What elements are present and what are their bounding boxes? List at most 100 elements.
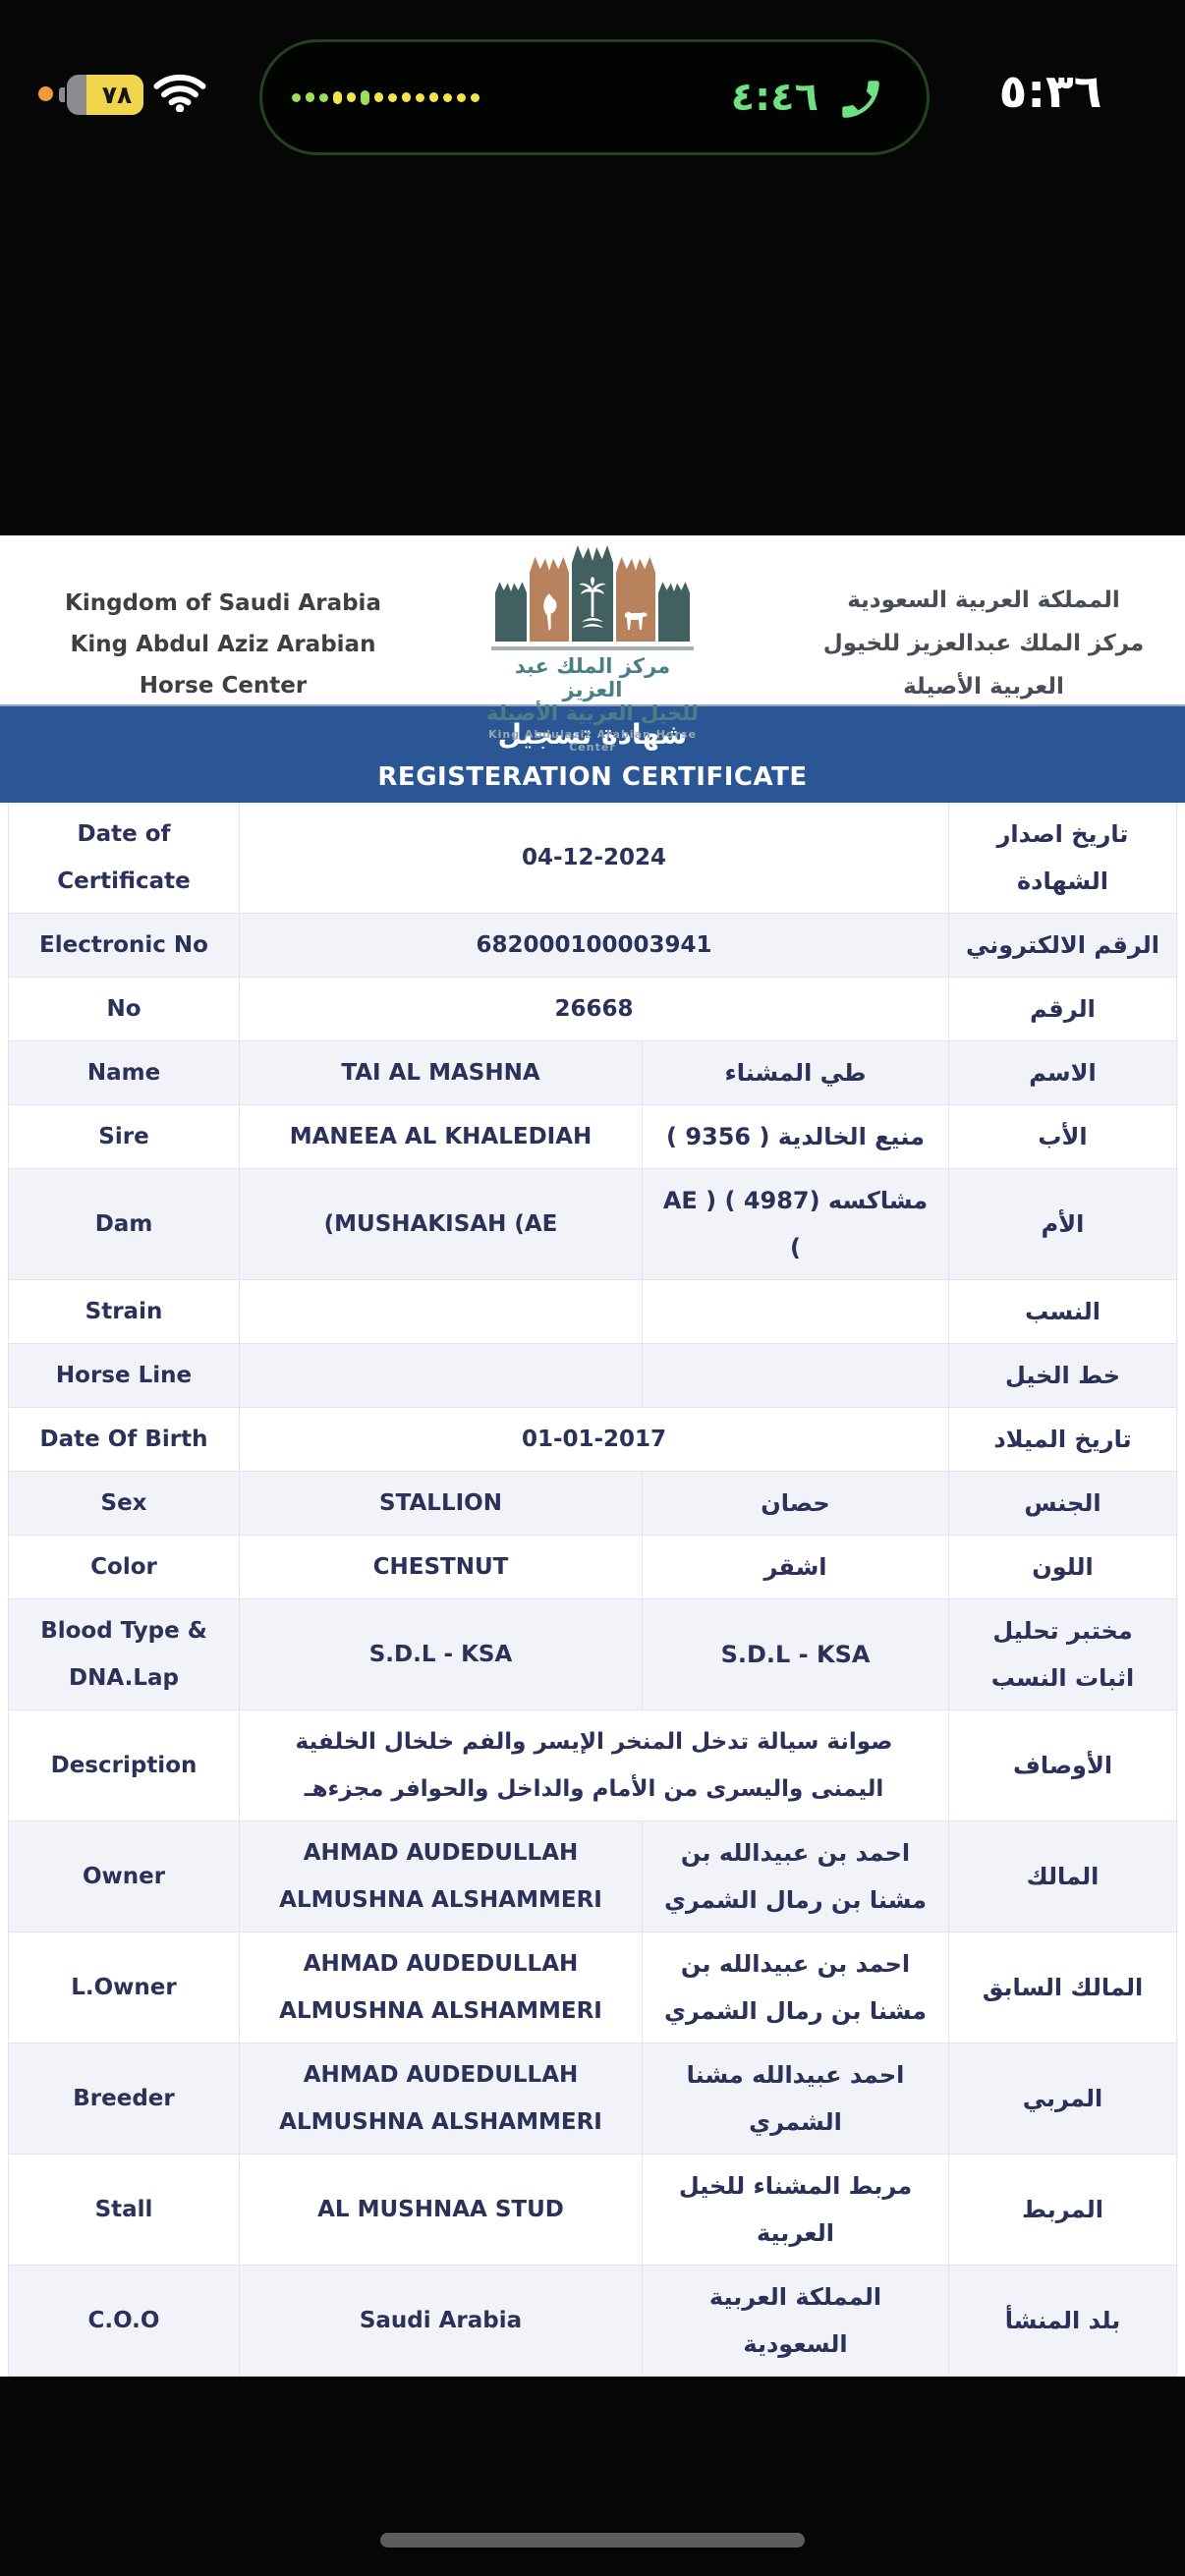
- row-value-ar: منيع الخالدية ( 9356 ): [643, 1105, 949, 1168]
- row-value-en: CHESTNUT: [240, 1536, 643, 1598]
- table-row: L.Owner AHMAD AUDEDULLAH ALMUSHNA ALSHAMM…: [9, 1932, 1176, 2044]
- table-row: Dam (MUSHAKISAH (AE مشاكسه (4987 ) ( AE ) ا…: [9, 1169, 1176, 1280]
- row-value-ar: احمد بن عبيدالله بن مشنا بن رمال الشمري: [643, 1932, 949, 2043]
- certificate-table: Date of Certificate 04-12-2024 تاريخ اصدار…: [8, 803, 1177, 2377]
- mic-indicator-dot: [38, 86, 53, 101]
- waveform-dot: [443, 92, 452, 102]
- row-value: صوانة سيالة تدخل المنخر الإيسر والفم خلخ…: [240, 1710, 949, 1820]
- row-label-en: Sire: [9, 1105, 240, 1168]
- row-label-ar: الرقم: [1030, 995, 1096, 1023]
- header-ar-line2: مركز الملك عبدالعزيز للخيول العربية الأص…: [822, 631, 1145, 700]
- title-arabic: شهادة تسجيل: [497, 717, 688, 751]
- table-row: Owner AHMAD AUDEDULLAH ALMUSHNA ALSHAMMER…: [9, 1821, 1176, 1932]
- waveform-dot: [374, 92, 383, 102]
- row-label-ar: الرقم الالكتروني: [965, 931, 1160, 959]
- battery-fill: [86, 75, 143, 115]
- table-row: Horse Line خط الخيل: [9, 1344, 1176, 1408]
- header-en-line2: King Abdul Aziz Arabian Horse Center: [70, 632, 376, 699]
- row-label-ar: تاريخ الميلاد: [993, 1426, 1132, 1453]
- row-value-en: S.D.L - KSA: [240, 1599, 643, 1709]
- dynamic-island-call[interactable]: ٤:٤٦: [259, 39, 930, 155]
- row-label-en: Strain: [9, 1280, 240, 1343]
- row-value-en: Saudi Arabia: [240, 2266, 643, 2376]
- table-row: Date Of Birth 01-01-2017 تاريخ الميلاد: [9, 1408, 1176, 1472]
- row-value-en: [240, 1344, 643, 1407]
- header-en-line1: Kingdom of Saudi Arabia: [65, 590, 381, 616]
- row-label-en: Horse Line: [9, 1344, 240, 1407]
- logo-divider: [491, 646, 694, 650]
- row-label-en: Description: [9, 1710, 240, 1820]
- logo-arabic-line1: مركز الملك عبد العزيز: [514, 654, 671, 701]
- header-english: Kingdom of Saudi Arabia King Abdul Aziz …: [61, 583, 385, 706]
- horse-head-icon: [530, 556, 569, 642]
- row-label-en: C.O.O: [9, 2266, 240, 2376]
- row-value-ar: S.D.L - KSA: [643, 1599, 949, 1709]
- row-label-en: No: [9, 978, 240, 1040]
- table-row: Strain النسب: [9, 1280, 1176, 1344]
- row-value-ar: مربط المشناء للخيل العربية: [643, 2155, 949, 2265]
- battery-cap: [59, 87, 65, 102]
- row-value: 682000100003941: [240, 914, 949, 977]
- row-label-en: Date of Certificate: [9, 803, 240, 913]
- row-label-en: Color: [9, 1536, 240, 1598]
- row-value-en: (MUSHAKISAH (AE: [240, 1169, 643, 1279]
- row-value-ar: احمد عبيدالله مشنا الشمري: [643, 2044, 949, 2154]
- row-label-en: Blood Type & DNA.Lap: [9, 1599, 240, 1709]
- battery-icon: ٧٨: [59, 75, 143, 115]
- row-value-ar: مشاكسه (4987 ) ( AE ): [643, 1169, 949, 1279]
- call-waveform-icon: [292, 42, 480, 152]
- row-label-ar: المالك السابق: [982, 1974, 1144, 2001]
- row-value-ar: [643, 1280, 949, 1343]
- waveform-dot: [429, 92, 438, 102]
- table-row: Breeder AHMAD AUDEDULLAH ALMUSHNA ALSHAMM…: [9, 2044, 1176, 2155]
- battery-percent: ٧٨: [101, 81, 133, 109]
- horse-center-logo: مركز الملك عبد العزيز للخيل العربية الأص…: [484, 541, 701, 754]
- row-value: 01-01-2017: [240, 1408, 949, 1471]
- table-row: C.O.O Saudi Arabia المملكة العربية السعودي…: [9, 2266, 1176, 2376]
- row-value-en: TAI AL MASHNA: [240, 1041, 643, 1104]
- row-value-en: STALLION: [240, 1472, 643, 1535]
- home-indicator[interactable]: [380, 2533, 805, 2548]
- certificate-header: Kingdom of Saudi Arabia King Abdul Aziz …: [0, 535, 1185, 754]
- row-value-en: MANEEA AL KHALEDIAH: [240, 1105, 643, 1168]
- waveform-dot: [319, 92, 328, 102]
- row-label-ar: مختبر تحليل اثبات النسب: [990, 1617, 1135, 1692]
- waveform-dot: [402, 92, 411, 102]
- row-value-en: AHMAD AUDEDULLAH ALMUSHNA ALSHAMMERI: [240, 1821, 643, 1932]
- row-label-en: Electronic No: [9, 914, 240, 977]
- table-row: Stall AL MUSHNAA STUD مربط المشناء للخيل ا…: [9, 2155, 1176, 2266]
- row-value: 26668: [240, 978, 949, 1040]
- row-label-ar: المربي: [1022, 2085, 1103, 2112]
- row-label-en: Dam: [9, 1169, 240, 1279]
- table-row: No 26668 الرقم: [9, 978, 1176, 1041]
- waveform-dot: [416, 92, 424, 102]
- table-row: Color CHESTNUT اشقر اللون: [9, 1536, 1176, 1599]
- status-time: ٥:٣٦: [998, 65, 1102, 119]
- row-value-ar: طي المشناء: [643, 1041, 949, 1104]
- waveform-dot: [347, 92, 356, 102]
- table-row: Sire MANEEA AL KHALEDIAH منيع الخالدية ( 9…: [9, 1105, 1176, 1169]
- table-row: Sex STALLION حصان الجنس: [9, 1472, 1176, 1536]
- row-value: 04-12-2024: [240, 803, 949, 913]
- row-label-ar: الأم: [1041, 1210, 1085, 1238]
- crown-teal-left: [495, 582, 527, 642]
- registration-certificate-document: Kingdom of Saudi Arabia King Abdul Aziz …: [0, 535, 1185, 2377]
- waveform-dot: [361, 89, 369, 105]
- row-label-en: Stall: [9, 2155, 240, 2265]
- header-arabic: المملكة العربية السعودية مركز الملك عبدا…: [802, 579, 1165, 708]
- row-value-en: [240, 1280, 643, 1343]
- row-label-ar: الأوصاف: [1012, 1752, 1113, 1779]
- waveform-dot: [306, 92, 314, 102]
- table-row: Name TAI AL MASHNA طي المشناء الاسم: [9, 1041, 1176, 1105]
- logo-english-caption: King Abdulaziz Arabian Horse Center: [488, 728, 697, 754]
- row-label-ar: المالك: [1026, 1863, 1100, 1890]
- table-row: Blood Type & DNA.Lap S.D.L - KSA S.D.L - K…: [9, 1599, 1176, 1710]
- palm-tree-icon: [572, 545, 613, 642]
- row-value-en: AHMAD AUDEDULLAH ALMUSHNA ALSHAMMERI: [240, 2044, 643, 2154]
- certificate-title-bar: شهادة تسجيل REGISTERATION CERTIFICATE: [0, 704, 1185, 803]
- table-row: Date of Certificate 04-12-2024 تاريخ اصدار…: [9, 803, 1176, 914]
- row-label-ar: النسب: [1025, 1298, 1100, 1325]
- row-label-en: Sex: [9, 1472, 240, 1535]
- crown-teal-right: [658, 582, 690, 642]
- row-value-en: AHMAD AUDEDULLAH ALMUSHNA ALSHAMMERI: [240, 1932, 643, 2043]
